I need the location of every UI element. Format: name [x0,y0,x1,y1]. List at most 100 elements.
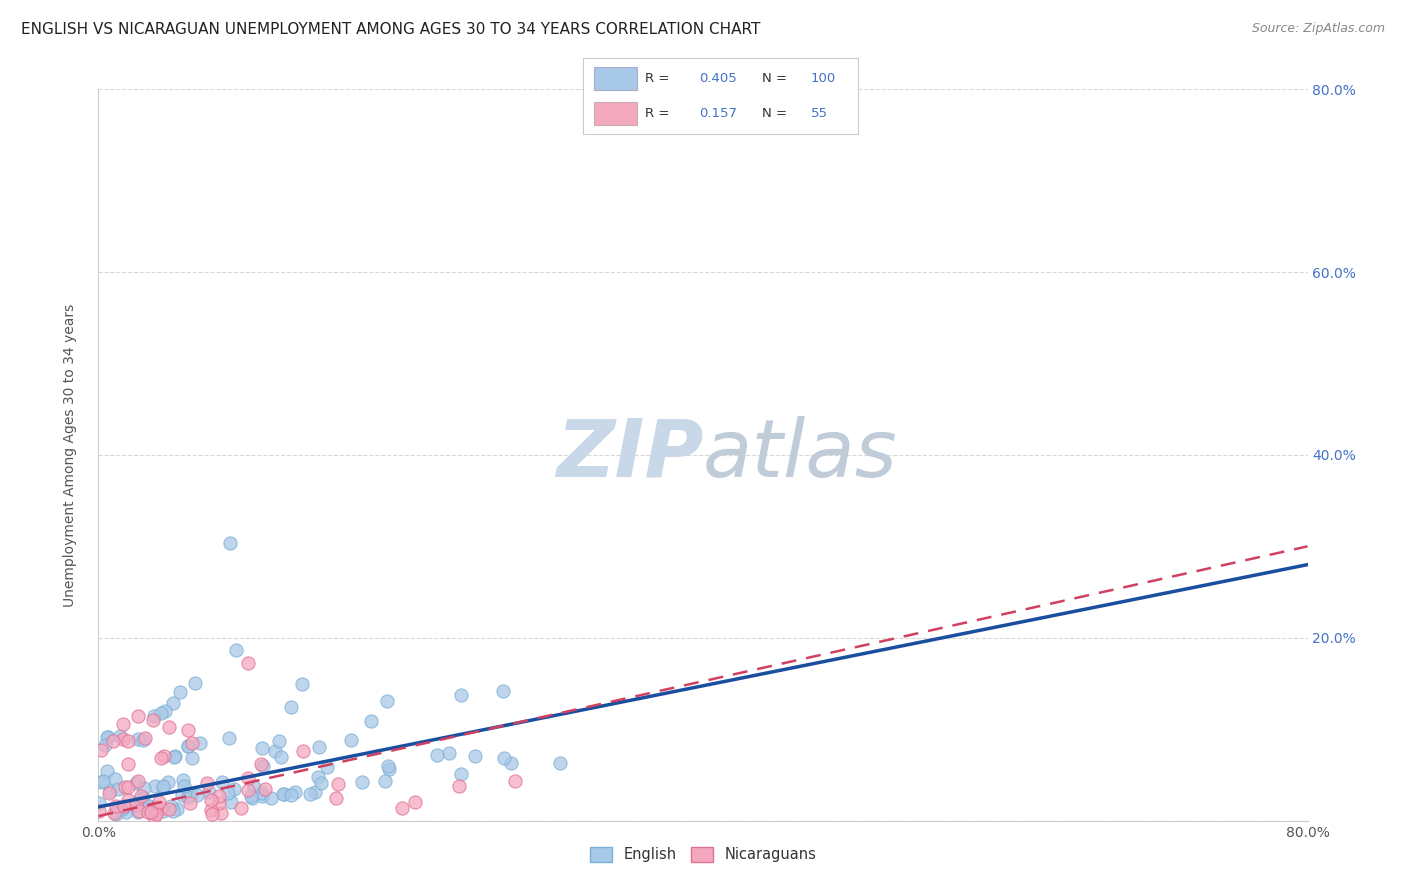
Point [87,796,110,810]
Point [186,788,208,802]
Point [180,788,202,802]
Point [208,797,231,811]
Point [172,789,194,803]
Point [104,772,127,786]
Point [177,789,200,804]
Point [243,780,266,794]
Point [325,791,347,805]
Point [157,719,180,733]
Point [198,785,221,799]
Point [253,782,276,797]
Point [280,700,302,714]
Text: 100: 100 [811,72,837,85]
Point [209,806,232,821]
Point [153,704,176,718]
Text: ENGLISH VS NICARAGUAN UNEMPLOYMENT AMONG AGES 30 TO 34 YEARS CORRELATION CHART: ENGLISH VS NICARAGUAN UNEMPLOYMENT AMONG… [21,22,761,37]
Bar [595,67,637,90]
Point [280,788,302,802]
Point [211,775,233,789]
Point [271,787,294,801]
Point [160,798,183,813]
Point [273,788,295,802]
Text: 0.157: 0.157 [699,107,737,120]
Point [391,801,413,815]
Point [250,741,273,756]
Point [183,675,205,690]
Point [127,732,149,747]
Point [143,779,166,793]
Point [120,799,142,814]
Point [152,780,174,794]
Point [166,802,188,816]
Point [270,750,292,764]
Point [112,716,135,731]
Point [450,688,472,702]
Point [267,734,290,748]
Point [162,804,184,818]
Point [264,744,287,758]
Point [173,780,195,794]
Point [117,780,139,794]
Point [97,786,120,800]
Point [375,694,398,708]
Point [426,747,449,762]
Point [93,773,115,788]
Point [450,767,472,781]
Text: R =: R = [645,72,673,85]
Point [127,774,149,789]
Point [90,743,112,757]
Point [201,807,224,822]
Point [250,786,273,800]
Point [157,775,180,789]
Point [352,774,374,789]
Point [307,771,329,785]
Point [252,759,274,773]
Point [105,799,128,814]
Point [181,751,204,765]
Legend: English, Nicaraguans: English, Nicaraguans [583,841,823,868]
Point [492,751,515,765]
Point [98,784,121,798]
Text: N =: N = [762,107,792,120]
Point [260,791,283,805]
Point [90,775,112,789]
Point [177,739,200,754]
Point [128,805,150,819]
Point [308,740,330,755]
Point [404,796,426,810]
Point [111,802,134,816]
Point [169,684,191,698]
Point [231,801,253,815]
Point [148,795,170,809]
Text: R =: R = [645,107,673,120]
Point [236,783,259,797]
Text: 0.405: 0.405 [699,72,737,85]
Point [492,683,515,698]
Point [111,731,134,746]
Point [439,747,461,761]
Point [97,730,120,744]
Point [117,757,139,772]
Point [87,804,110,818]
Point [378,762,401,776]
Point [152,804,174,818]
Text: ZIP: ZIP [555,416,703,494]
Point [117,793,139,807]
Point [304,785,326,799]
Point [150,751,173,765]
Point [548,756,571,770]
Point [177,739,200,753]
Point [157,802,180,816]
Point [132,780,155,795]
Point [112,799,135,814]
Point [149,706,172,720]
Point [139,805,162,819]
Point [236,656,259,670]
Text: atlas: atlas [703,416,898,494]
Point [284,785,307,799]
Point [249,757,271,772]
Text: 55: 55 [811,107,828,120]
Point [240,789,263,803]
Point [152,749,174,764]
Point [315,760,337,774]
